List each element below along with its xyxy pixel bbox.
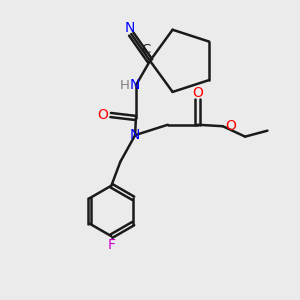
Text: O: O <box>192 86 203 100</box>
Text: N: N <box>129 78 140 92</box>
Text: N: N <box>130 128 140 142</box>
Text: N: N <box>124 20 135 34</box>
Text: F: F <box>107 238 116 251</box>
Text: H: H <box>120 79 130 92</box>
Text: O: O <box>98 108 109 122</box>
Text: O: O <box>225 119 236 133</box>
Text: C: C <box>141 43 150 56</box>
